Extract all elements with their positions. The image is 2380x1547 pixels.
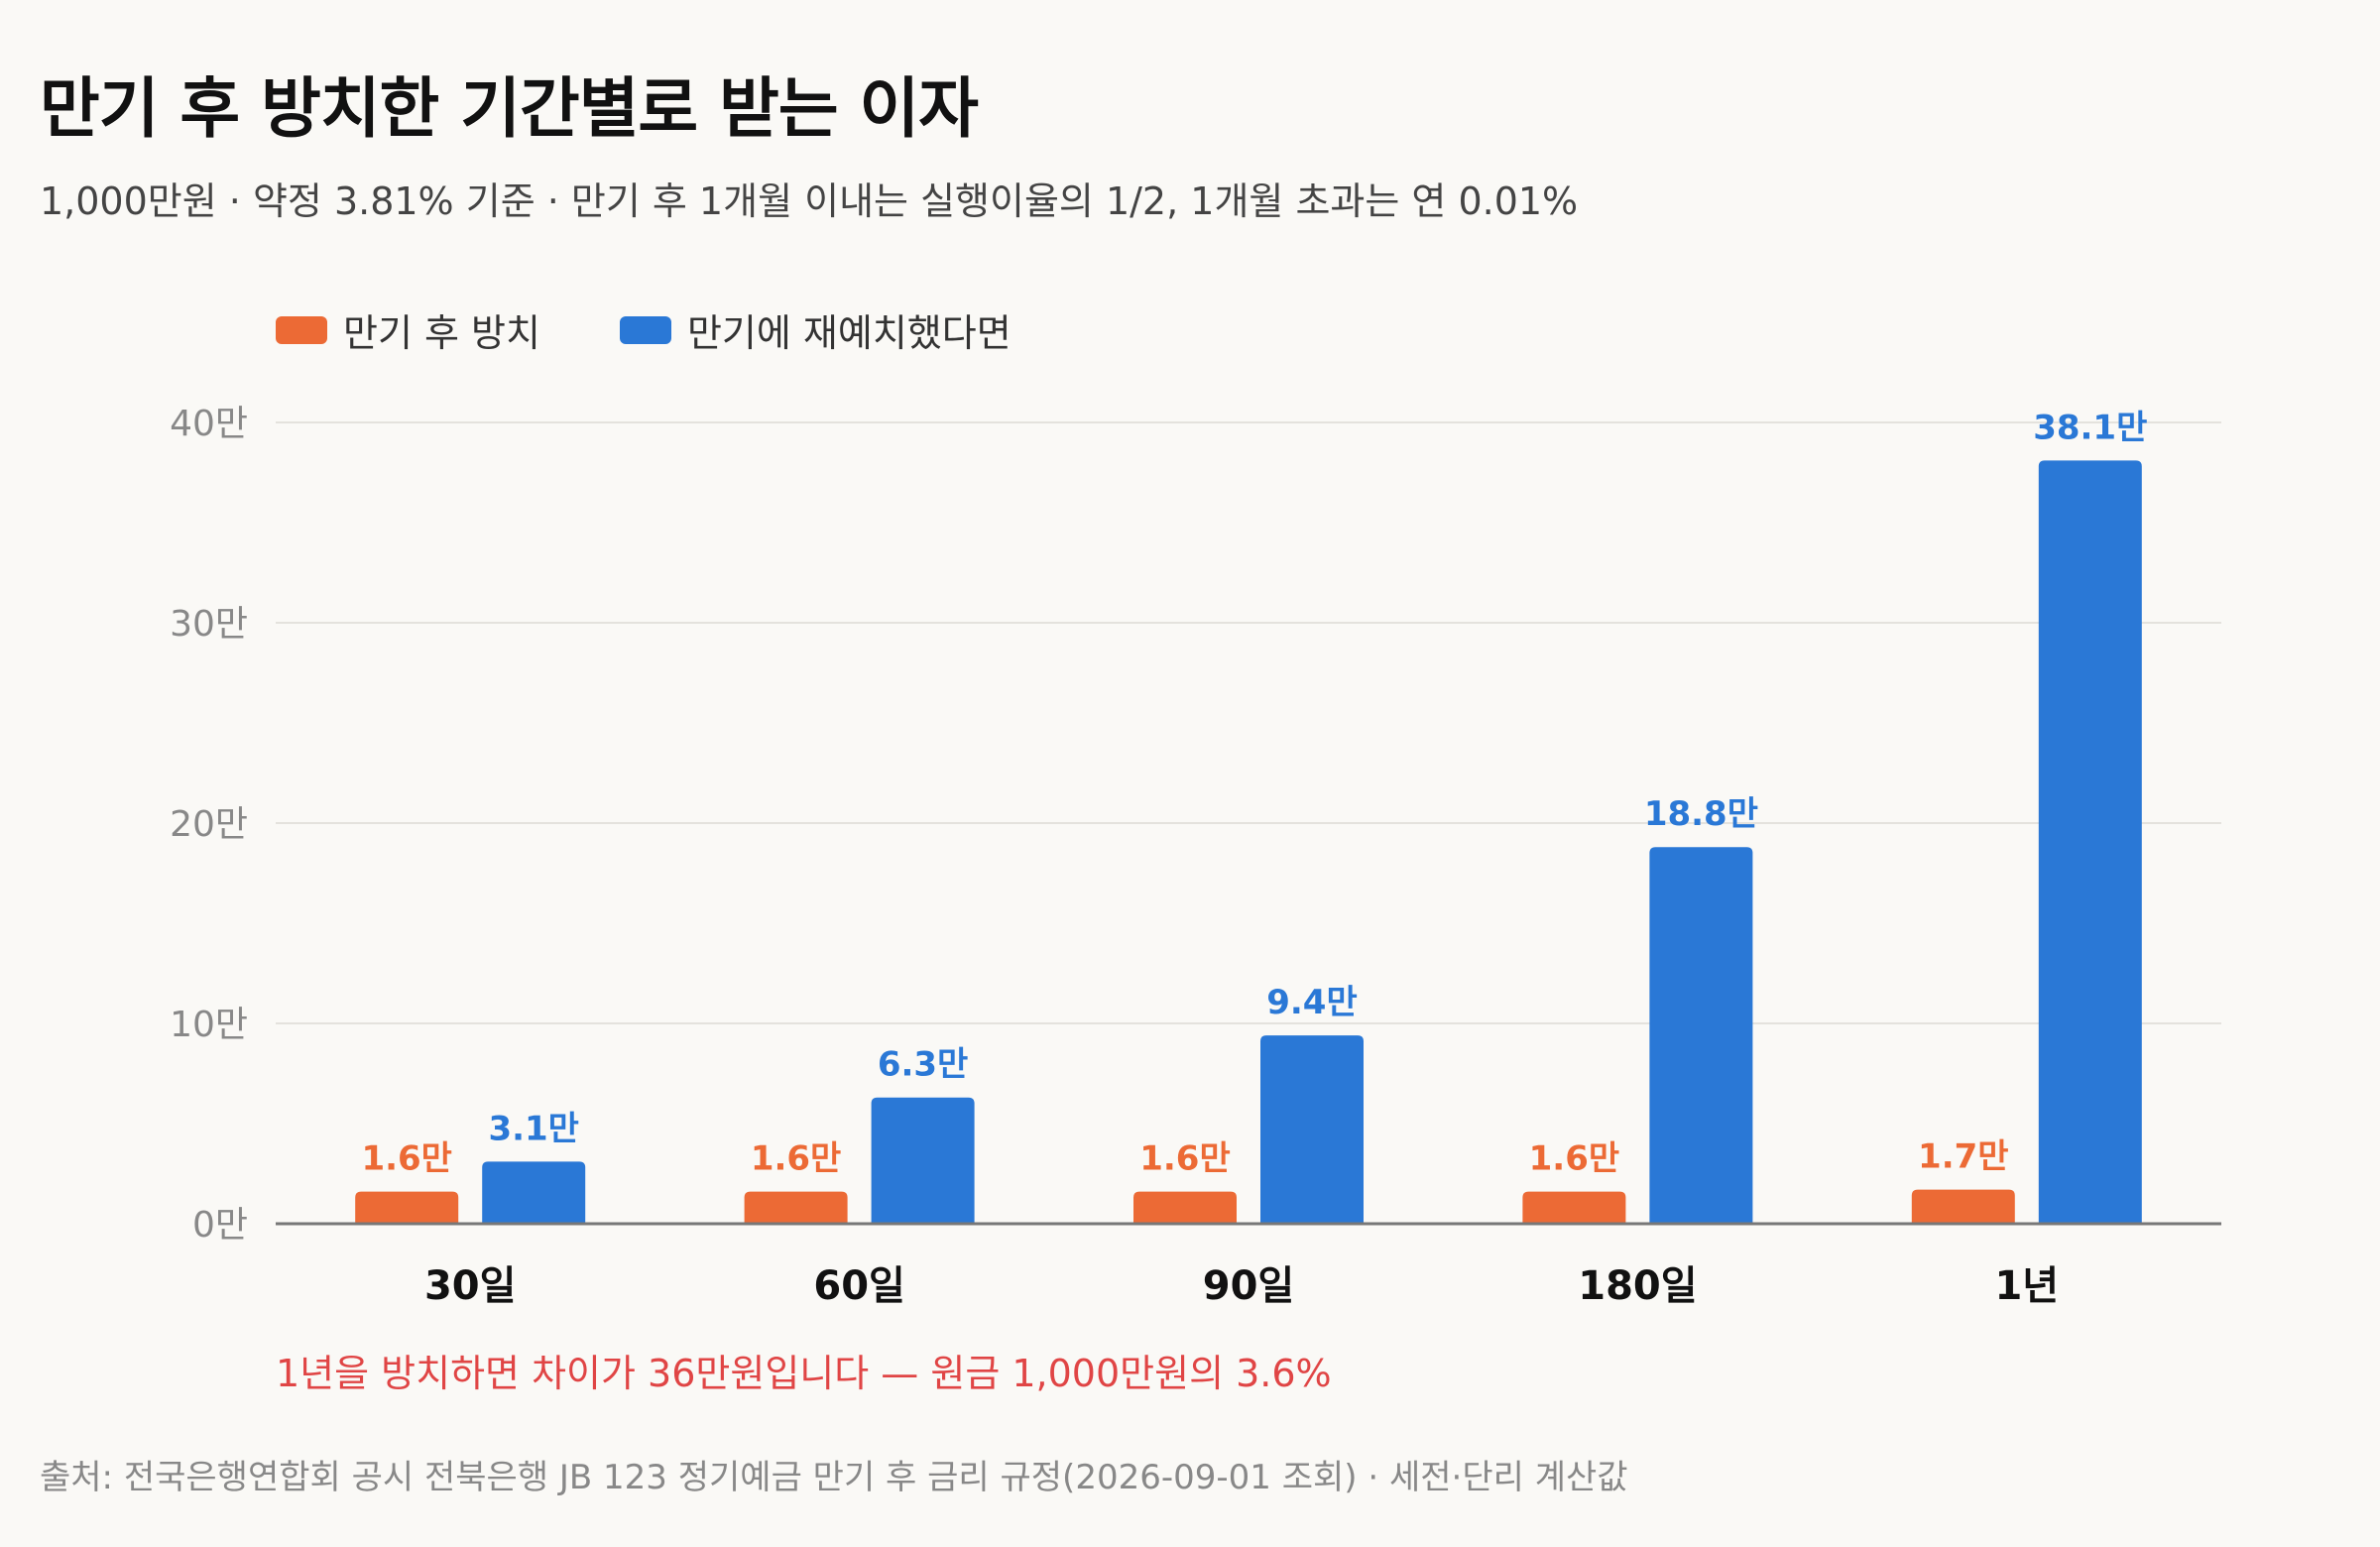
legend-item-redeposit: 만기에 재예치했다면: [619, 302, 1012, 357]
bar: [1649, 847, 1753, 1224]
y-tick-label: 20만: [170, 804, 248, 845]
bar-value-label: 3.1만: [488, 1109, 579, 1148]
bar-value-label: 6.3만: [878, 1045, 969, 1085]
bar: [1133, 1191, 1237, 1224]
legend-item-left-behind: 만기 후 방치: [276, 302, 540, 357]
legend-swatch-blue: [619, 315, 671, 344]
bar-value-label: 1.6만: [751, 1139, 842, 1179]
chart-legend: 만기 후 방치 만기에 재예치했다면: [276, 302, 1091, 357]
bar: [482, 1161, 586, 1224]
bar-value-label: 1.6만: [1529, 1139, 1620, 1179]
bar-plot: 0만 10만 20만 30만 40만 1.6만 1.6만 1.6만 1.6만 1.7만 3.1만 6.…: [170, 404, 2221, 1309]
chart-subtitle: 1,000만원 · 약정 3.81% 기준 · 만기 후 1개월 이내는 실행이…: [40, 179, 1579, 223]
x-tick-label: 180일: [1578, 1263, 1697, 1309]
bar: [744, 1191, 848, 1224]
bar-value-label: 18.8만: [1644, 794, 1758, 834]
legend-label-left-behind: 만기 후 방치: [343, 311, 540, 355]
bar-value-label: 1.6만: [1139, 1139, 1231, 1179]
callout-note: 1년을 방치하면 차이가 36만원입니다 — 원금 1,000만원의 3.6%: [276, 1352, 1332, 1395]
bar: [1911, 1189, 2015, 1224]
bar: [355, 1191, 459, 1224]
bar: [1522, 1191, 1626, 1224]
bar-value-label: 1.6만: [361, 1139, 452, 1179]
bar-value-label: 38.1만: [2033, 408, 2147, 447]
bar: [871, 1097, 975, 1224]
bar-value-label: 1.7만: [1918, 1137, 2009, 1177]
y-tick-label: 40만: [170, 404, 248, 444]
x-tick-label: 30일: [424, 1263, 516, 1309]
bar: [1260, 1035, 1364, 1224]
x-tick-label: 1년: [1994, 1263, 2059, 1309]
source-note: 출처: 전국은행연합회 공시 전북은행 JB 123 정기예금 만기 후 금리 …: [40, 1458, 1628, 1497]
bar-value-label: 9.4만: [1266, 983, 1358, 1022]
legend-swatch-orange: [276, 315, 327, 344]
x-tick-label: 90일: [1203, 1263, 1294, 1309]
y-tick-label: 30만: [170, 604, 248, 645]
y-tick-label: 0만: [192, 1205, 248, 1246]
y-tick-label: 10만: [170, 1005, 248, 1045]
legend-label-redeposit: 만기에 재예치했다면: [686, 311, 1012, 355]
x-tick-label: 60일: [813, 1263, 904, 1309]
chart-title: 만기 후 방치한 기간별로 받는 이자: [40, 70, 979, 147]
bar: [2038, 460, 2142, 1224]
